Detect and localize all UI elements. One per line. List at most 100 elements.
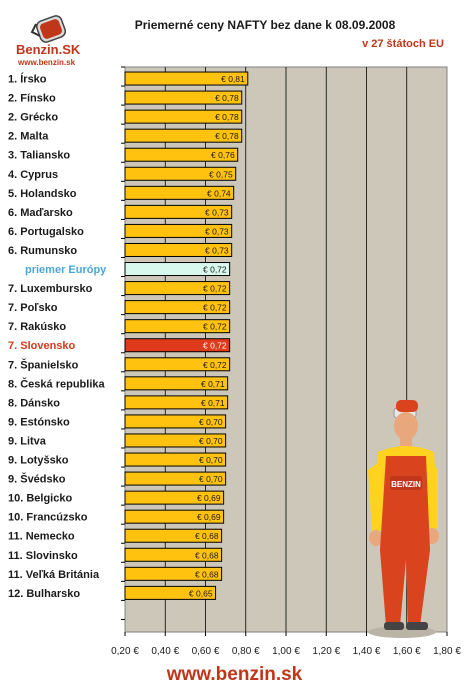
category-label: priemer Európy <box>25 264 107 276</box>
bar <box>124 547 223 562</box>
category-label: 9. Litva <box>8 435 47 447</box>
category-label: 2. Grécko <box>8 112 58 124</box>
category-label: 7. Rakúsko <box>8 321 66 333</box>
bar-value-label: € 0,71 <box>201 398 225 408</box>
bar-value-label: € 0,78 <box>215 131 239 141</box>
bar-value-label: € 0,70 <box>199 417 223 427</box>
benzin-logo[interactable]: Benzin.SK www.benzin.sk <box>4 8 94 67</box>
bar <box>124 128 243 143</box>
bar <box>124 90 243 105</box>
svg-text:BENZIN: BENZIN <box>391 480 421 489</box>
category-label: 11. Veľká Británia <box>8 569 100 581</box>
bar-value-label: € 0,68 <box>195 569 219 579</box>
bar <box>124 109 243 124</box>
fuel-attendant-mascot-icon: BENZIN <box>368 400 439 638</box>
bar <box>124 528 223 543</box>
bar-value-label: € 0,65 <box>189 588 213 598</box>
category-label: 7. Slovensko <box>8 340 76 352</box>
bar-value-label: € 0,75 <box>209 169 233 179</box>
bar <box>124 452 227 467</box>
bar <box>124 319 231 334</box>
x-tick-label: 0,80 € <box>232 646 260 657</box>
bar <box>124 395 229 410</box>
bar <box>124 223 233 238</box>
bar-value-label: € 0,72 <box>203 265 227 275</box>
bar-value-label: € 0,72 <box>203 303 227 313</box>
logo-brand-text: Benzin.SK <box>16 42 81 57</box>
bar-value-label: € 0,72 <box>203 322 227 332</box>
bar <box>124 376 229 391</box>
bar-value-label: € 0,70 <box>199 436 223 446</box>
bar-value-label: € 0,78 <box>215 93 239 103</box>
bar <box>124 490 225 505</box>
bar-value-label: € 0,70 <box>199 455 223 465</box>
category-label: 9. Švédsko <box>8 473 66 486</box>
category-label: 11. Nemecko <box>8 531 75 543</box>
bar-value-label: € 0,71 <box>201 379 225 389</box>
bar-value-label: € 0,73 <box>205 226 229 236</box>
bar <box>124 166 237 181</box>
bar <box>124 585 217 600</box>
category-label: 6. Maďarsko <box>8 207 73 219</box>
bar-value-label: € 0,73 <box>205 245 229 255</box>
category-label: 12. Bulharsko <box>8 588 80 600</box>
bar-value-label: € 0,69 <box>197 493 221 503</box>
x-tick-label: 0,20 € <box>111 646 139 657</box>
bar <box>124 204 233 219</box>
category-label: 10. Belgicko <box>8 493 72 505</box>
chart-subtitle: v 27 štátoch EU <box>362 38 444 50</box>
category-label: 3. Taliansko <box>8 150 70 162</box>
category-label: 9. Estónsko <box>8 416 70 428</box>
gas-pump-logo-icon <box>30 15 67 43</box>
bar-value-label: € 0,73 <box>205 207 229 217</box>
category-label: 2. Fínsko <box>8 93 56 105</box>
bar <box>124 357 231 372</box>
category-label: 9. Lotyšsko <box>8 455 69 467</box>
x-tick-label: 1,60 € <box>393 646 421 657</box>
bar <box>124 147 239 162</box>
bar <box>124 566 223 581</box>
bar <box>124 509 225 524</box>
bar-value-label: € 0,78 <box>215 112 239 122</box>
footer-website-link[interactable]: www.benzin.sk <box>166 664 303 685</box>
bar-value-label: € 0,69 <box>197 512 221 522</box>
category-label: 7. Luxembursko <box>8 283 93 295</box>
x-tick-label: 1,40 € <box>353 646 381 657</box>
bar <box>124 433 227 448</box>
category-label: 1. Írsko <box>8 73 47 86</box>
bar-value-label: € 0,74 <box>207 188 231 198</box>
bar-value-label: € 0,81 <box>221 74 245 84</box>
category-label: 8. Dánsko <box>8 397 60 409</box>
bar <box>124 185 235 200</box>
category-label: 11. Slovinsko <box>8 550 78 562</box>
bar-value-label: € 0,72 <box>203 284 227 294</box>
logo-url-text: www.benzin.sk <box>18 58 76 67</box>
bar <box>124 471 227 486</box>
bar <box>124 338 231 353</box>
category-label: 10. Francúzsko <box>8 512 88 524</box>
bar <box>124 242 233 257</box>
category-label: 4. Cyprus <box>8 169 58 181</box>
bar-value-label: € 0,68 <box>195 550 219 560</box>
x-tick-label: 0,60 € <box>192 646 220 657</box>
bar <box>124 414 227 429</box>
category-label: 2. Malta <box>8 131 49 143</box>
bar <box>124 71 249 86</box>
category-label: 8. Česká republika <box>8 377 105 390</box>
category-label: 7. Španielsko <box>8 358 79 371</box>
category-label: 6. Rumunsko <box>8 245 77 257</box>
x-tick-label: 1,20 € <box>312 646 340 657</box>
bar-value-label: € 0,72 <box>203 341 227 351</box>
bar <box>124 262 231 277</box>
bar-value-label: € 0,70 <box>199 474 223 484</box>
x-tick-label: 1,00 € <box>272 646 300 657</box>
bar <box>124 300 231 315</box>
bar-value-label: € 0,68 <box>195 531 219 541</box>
x-tick-label: 0,40 € <box>151 646 179 657</box>
category-label: 7. Poľsko <box>8 302 58 314</box>
bar-value-label: € 0,76 <box>211 150 235 160</box>
bar <box>124 281 231 296</box>
chart-title: Priemerné ceny NAFTY bez dane k 08.09.20… <box>134 18 396 32</box>
category-label: 6. Portugalsko <box>8 226 84 238</box>
